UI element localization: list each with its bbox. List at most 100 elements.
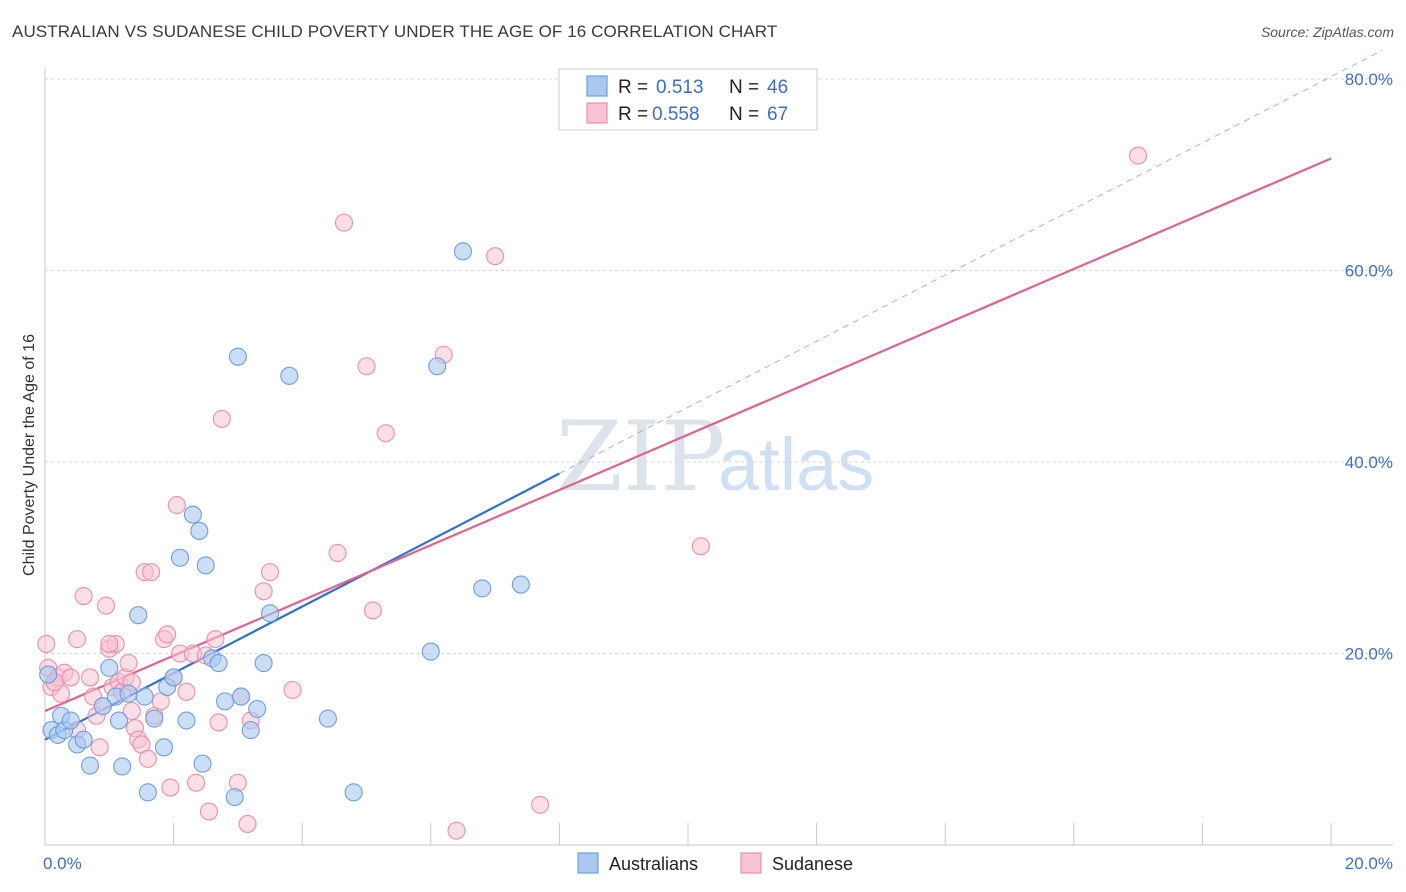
point-sudanese bbox=[97, 596, 116, 615]
point-sudanese bbox=[206, 630, 225, 649]
point-australians bbox=[473, 579, 492, 598]
series-legend-swatch-sudanese bbox=[740, 852, 762, 874]
point-sudanese bbox=[138, 749, 157, 768]
point-sudanese bbox=[691, 537, 710, 556]
y-axis-title: Child Poverty Under the Age of 16 bbox=[21, 334, 38, 576]
trend-lines bbox=[44, 49, 1383, 741]
point-australians bbox=[215, 692, 235, 711]
point-sudanese bbox=[119, 654, 138, 673]
point-sudanese bbox=[486, 247, 505, 266]
point-australians bbox=[260, 604, 280, 623]
point-australians bbox=[74, 730, 93, 749]
point-sudanese bbox=[167, 496, 186, 515]
series-legend-swatch-australians bbox=[577, 852, 599, 874]
trend-line-sudanese bbox=[44, 157, 1332, 712]
point-australians bbox=[177, 711, 196, 730]
point-sudanese bbox=[68, 630, 87, 649]
legend-swatch-sudanese bbox=[586, 102, 608, 124]
point-australians bbox=[254, 654, 273, 673]
point-sudanese bbox=[74, 586, 93, 606]
point-australians bbox=[113, 757, 132, 776]
point-australians bbox=[129, 606, 148, 625]
point-australians bbox=[511, 575, 530, 594]
point-australians bbox=[225, 788, 244, 807]
point-australians bbox=[164, 668, 183, 687]
series-legend-label-australians: Australians bbox=[609, 854, 698, 874]
point-australians bbox=[138, 783, 157, 802]
point-sudanese bbox=[283, 680, 302, 699]
point-sudanese bbox=[254, 582, 273, 601]
point-australians bbox=[154, 738, 174, 757]
point-sudanese bbox=[328, 543, 347, 563]
point-sudanese bbox=[122, 701, 141, 721]
point-sudanese bbox=[37, 634, 56, 653]
point-australians bbox=[80, 756, 100, 775]
point-sudanese bbox=[212, 409, 231, 428]
point-australians bbox=[109, 711, 128, 730]
axes bbox=[44, 68, 1393, 846]
watermark-atlas: atlas bbox=[718, 423, 874, 506]
point-australians bbox=[183, 505, 202, 524]
gridlines bbox=[45, 78, 1393, 654]
point-australians bbox=[453, 242, 473, 261]
chart-title: AUSTRALIAN VS SUDANESE CHILD POVERTY UND… bbox=[12, 22, 778, 41]
point-australians bbox=[170, 548, 190, 567]
point-sudanese bbox=[80, 668, 100, 687]
point-australians bbox=[39, 665, 58, 684]
point-sudanese bbox=[199, 802, 219, 821]
legend-swatch-australians bbox=[586, 75, 608, 97]
point-australians bbox=[241, 721, 260, 740]
point-australians bbox=[280, 366, 299, 385]
point-australians bbox=[196, 556, 215, 575]
point-australians bbox=[228, 347, 247, 366]
legend-r-value-sudanese: 0.558 bbox=[652, 104, 700, 125]
point-sudanese bbox=[1129, 146, 1148, 165]
point-sudanese bbox=[357, 357, 376, 376]
point-australians bbox=[61, 711, 80, 730]
point-australians bbox=[318, 709, 337, 728]
point-sudanese bbox=[158, 625, 177, 644]
point-australians bbox=[145, 709, 164, 728]
point-australians bbox=[428, 357, 447, 376]
point-australians bbox=[119, 684, 138, 703]
legend-r-value-australians: 0.513 bbox=[656, 77, 704, 98]
point-australians bbox=[190, 521, 209, 540]
legend-n-label-australians: N = bbox=[729, 77, 759, 98]
point-sudanese bbox=[209, 713, 228, 732]
legend-n-value-sudanese: 67 bbox=[767, 104, 788, 125]
point-sudanese bbox=[187, 773, 206, 792]
y-tick-label: 20.0% bbox=[1345, 645, 1393, 664]
x-tick-label-max: 20.0% bbox=[1345, 854, 1393, 873]
point-sudanese bbox=[376, 424, 395, 443]
legend-n-label-sudanese: N = bbox=[729, 104, 759, 125]
point-australians bbox=[193, 754, 212, 773]
point-sudanese bbox=[363, 601, 382, 620]
tick-labels: 20.0% 40.0% 60.0% 80.0% 0.0% 20.0% bbox=[43, 70, 1393, 873]
y-tick-label: 40.0% bbox=[1345, 453, 1393, 472]
point-australians bbox=[93, 697, 112, 716]
point-sudanese bbox=[447, 821, 466, 840]
point-sudanese bbox=[100, 634, 119, 653]
legend-n-value-australians: 46 bbox=[767, 77, 788, 98]
point-sudanese bbox=[142, 563, 161, 582]
legend-r-label-australians: R = bbox=[618, 77, 648, 98]
point-sudanese bbox=[90, 738, 109, 757]
source-label: Source: ZipAtlas.com bbox=[1260, 24, 1394, 40]
trend-line-australians-extension bbox=[559, 49, 1383, 474]
point-sudanese bbox=[238, 814, 257, 833]
series-legend-label-sudanese: Sudanese bbox=[772, 854, 853, 874]
point-sudanese bbox=[531, 795, 550, 814]
point-australians bbox=[344, 783, 363, 802]
point-australians bbox=[209, 654, 228, 673]
x-tick-label-min: 0.0% bbox=[43, 854, 82, 873]
correlation-legend: R = 0.513 N = 46 R = 0.558 N = 67 bbox=[558, 68, 818, 131]
point-australians bbox=[248, 699, 267, 719]
y-tick-label: 80.0% bbox=[1345, 70, 1393, 89]
point-australians bbox=[421, 642, 440, 661]
series-legend: Australians Sudanese bbox=[577, 852, 853, 874]
point-australians bbox=[232, 687, 251, 706]
point-sudanese bbox=[61, 668, 80, 687]
point-sudanese bbox=[177, 682, 196, 701]
y-tick-label: 60.0% bbox=[1345, 262, 1393, 281]
